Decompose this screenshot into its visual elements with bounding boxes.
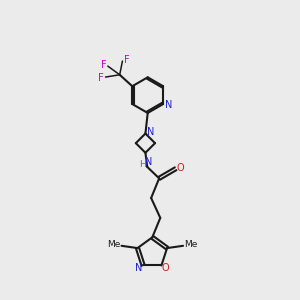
Text: F: F	[101, 60, 106, 70]
Text: F: F	[98, 73, 104, 82]
Text: F: F	[124, 55, 129, 65]
Text: N: N	[147, 128, 154, 137]
Text: O: O	[176, 163, 184, 172]
Text: Me: Me	[184, 240, 197, 249]
Text: H: H	[139, 160, 146, 169]
Text: N: N	[145, 157, 152, 167]
Text: Me: Me	[107, 240, 121, 249]
Text: O: O	[162, 263, 170, 273]
Text: N: N	[135, 263, 143, 273]
Text: N: N	[164, 100, 172, 110]
